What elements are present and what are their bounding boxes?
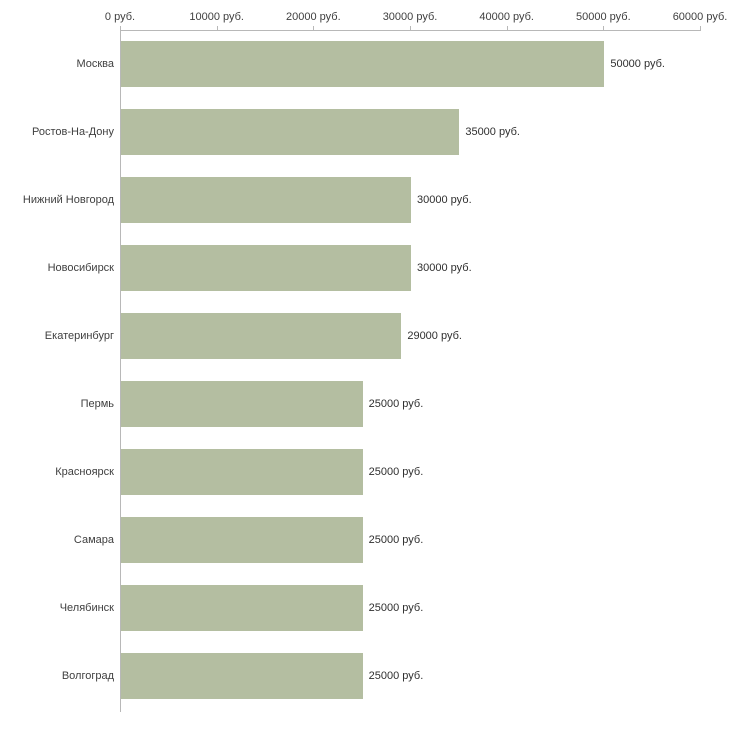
- bar: [121, 585, 363, 631]
- bar-rows: Москва 50000 руб. Ростов-На-Дону 35000 руб.…: [0, 30, 730, 710]
- value-label: 25000 руб.: [368, 398, 424, 410]
- category-label: Ростов-На-Дону: [31, 126, 114, 138]
- value-label: 29000 руб.: [407, 330, 462, 342]
- bar-row: Екатеринбург 29000 руб.: [0, 302, 730, 370]
- bar-row: Нижний Новгород 30000 руб.: [0, 166, 730, 234]
- bar-row: Волгоград 25000 руб.: [0, 642, 730, 710]
- bar-track: 29000 руб.: [121, 302, 701, 370]
- bar: [121, 449, 363, 495]
- category-label: Новосибирск: [47, 262, 114, 274]
- bar-track: 30000 руб.: [121, 234, 701, 302]
- value-label: 25000 руб.: [368, 602, 424, 614]
- y-axis-line: [120, 30, 121, 712]
- x-tick-label: 0 руб.: [104, 11, 136, 23]
- category-label: Екатеринбург: [44, 330, 114, 342]
- category-label: Челябинск: [59, 602, 114, 614]
- value-label: 30000 руб.: [417, 194, 472, 206]
- category-label: Пермь: [80, 398, 114, 410]
- value-label: 25000 руб.: [368, 466, 424, 478]
- bar-row: Ростов-На-Дону 35000 руб.: [0, 98, 730, 166]
- value-label: 50000 руб.: [610, 58, 665, 70]
- category-label: Нижний Новгород: [22, 194, 114, 206]
- category-label: Самара: [73, 534, 114, 546]
- bar-row: Пермь 25000 руб.: [0, 370, 730, 438]
- x-tick-label: 60000 руб.: [672, 11, 728, 23]
- bar: [121, 653, 363, 699]
- x-tick-label: 10000 руб.: [189, 11, 244, 23]
- bar-row: Челябинск 25000 руб.: [0, 574, 730, 642]
- bar: [121, 109, 460, 155]
- bar: [121, 245, 411, 291]
- x-tick-mark: [313, 26, 315, 31]
- x-tick-mark: [700, 26, 701, 31]
- bar-track: 25000 руб.: [121, 370, 701, 438]
- category-label: Москва: [76, 58, 114, 70]
- value-label: 25000 руб.: [368, 670, 424, 682]
- bar-track: 30000 руб.: [121, 166, 701, 234]
- value-label: 35000 руб.: [465, 126, 520, 138]
- x-tick-label: 40000 руб.: [479, 11, 534, 23]
- bar-track: 35000 руб.: [121, 98, 701, 166]
- value-label: 25000 руб.: [368, 534, 424, 546]
- bar-row: Красноярск 25000 руб.: [0, 438, 730, 506]
- category-label: Волгоград: [61, 670, 114, 682]
- x-tick-mark: [506, 26, 508, 31]
- value-label: 30000 руб.: [417, 262, 472, 274]
- x-tick-mark: [410, 26, 411, 31]
- x-tick-mark: [120, 26, 121, 31]
- bar: [121, 517, 363, 563]
- bar-row: Москва 50000 руб.: [0, 30, 730, 98]
- bar-track: 25000 руб.: [121, 642, 701, 710]
- bar-track: 25000 руб.: [121, 438, 701, 506]
- bar: [121, 313, 402, 359]
- x-tick-mark: [603, 26, 605, 31]
- bar-track: 25000 руб.: [121, 574, 701, 642]
- bar-track: 25000 руб.: [121, 506, 701, 574]
- bar: [121, 177, 411, 223]
- x-tick-mark: [216, 26, 218, 31]
- x-tick-label: 20000 руб.: [286, 11, 341, 23]
- category-label: Красноярск: [55, 466, 114, 478]
- x-tick-label: 50000 руб.: [576, 11, 631, 23]
- bar-row: Самара 25000 руб.: [0, 506, 730, 574]
- bar-track: 50000 руб.: [121, 30, 701, 98]
- bar: [121, 41, 605, 87]
- bar: [121, 381, 363, 427]
- x-tick-label: 30000 руб.: [382, 11, 438, 23]
- bar-row: Новосибирск 30000 руб.: [0, 234, 730, 302]
